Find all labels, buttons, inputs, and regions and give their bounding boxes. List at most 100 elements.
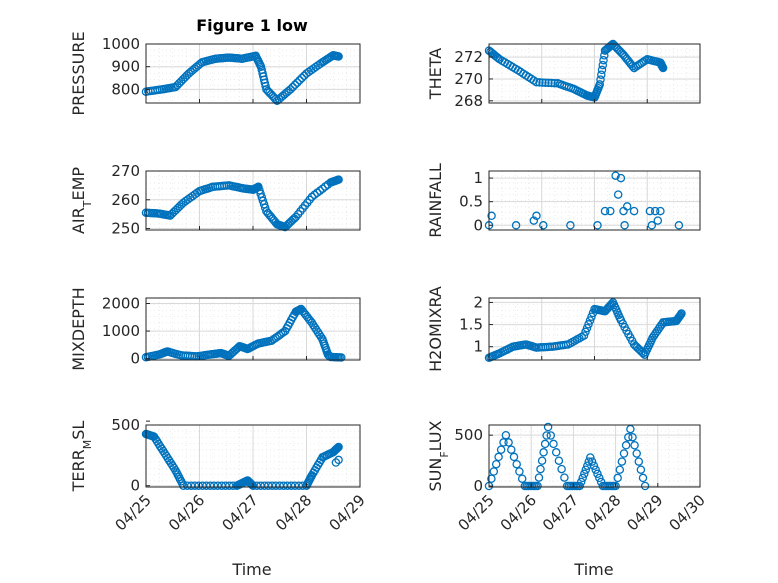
y-tick-label: 270: [111, 162, 140, 180]
series-markers: [484, 171, 684, 230]
data-point: [597, 65, 607, 75]
data-point: [493, 53, 503, 63]
y-axis-label: THETA: [426, 48, 445, 100]
x-tick-label: 04/29: [623, 491, 666, 534]
y-tick-label: 0: [130, 477, 140, 495]
data-point: [677, 309, 686, 318]
data-point: [261, 81, 270, 91]
x-tick-label: 04/29: [326, 491, 369, 534]
data-point: [619, 449, 629, 458]
y-tick-label: 1000: [102, 322, 140, 340]
data-point: [622, 202, 632, 211]
data-point: [532, 211, 541, 221]
data-point: [613, 190, 623, 199]
y-tick-label: 0.5: [459, 193, 483, 211]
axes-frame: [488, 424, 701, 488]
data-point: [540, 439, 550, 449]
data-point: [636, 465, 646, 474]
data-point: [597, 70, 606, 79]
data-point: [638, 473, 648, 483]
data-point: [617, 457, 627, 466]
data-point: [334, 175, 343, 184]
data-point: [532, 77, 541, 87]
xlabel-right: Time: [573, 560, 613, 579]
y-tick-label: 268: [454, 92, 483, 110]
data-point: [334, 442, 343, 452]
data-point: [534, 473, 544, 482]
data-point: [624, 432, 633, 442]
x-tick-label: 04/27: [539, 491, 582, 534]
y-tick-label: 900: [111, 58, 140, 76]
data-point: [645, 206, 655, 216]
data-point: [551, 448, 561, 457]
data-point: [509, 452, 519, 462]
y-tick-label: 272: [454, 48, 483, 66]
data-point: [621, 441, 631, 450]
y-axis-label: SUNFLUX: [426, 420, 451, 491]
data-point: [504, 438, 513, 447]
data-point: [536, 464, 545, 474]
data-point: [547, 78, 556, 88]
data-point: [595, 80, 605, 89]
data-point: [575, 481, 584, 491]
data-point: [658, 63, 668, 73]
data-point: [489, 467, 499, 476]
subplot-6: 0 500 04/25 04/26 04/27 04/28 04/29 TERRMSL: [69, 416, 369, 534]
y-tick-label: 0: [130, 350, 140, 368]
data-point: [318, 184, 327, 193]
data-point: [596, 75, 605, 84]
data-point: [632, 449, 641, 458]
data-point: [337, 353, 346, 362]
y-axis-label: RAINFALL: [426, 163, 445, 238]
data-point: [537, 456, 547, 465]
y-tick-label: 270: [454, 70, 483, 88]
data-point: [589, 461, 599, 470]
y-axis-label: H2OMIXRA: [426, 286, 445, 372]
data-point: [580, 469, 589, 479]
data-point: [295, 76, 304, 85]
data-point: [507, 445, 516, 454]
data-point: [593, 221, 602, 230]
data-point: [640, 481, 650, 491]
y-tick-label: 500: [111, 416, 140, 434]
data-point: [543, 422, 553, 432]
subplot-2: 250 260 270 AIRTEMP: [69, 162, 361, 238]
data-point: [501, 430, 511, 440]
data-point: [620, 221, 629, 230]
data-point: [598, 60, 608, 70]
data-point: [650, 206, 660, 216]
data-point: [599, 55, 608, 65]
data-point: [491, 459, 501, 469]
data-point: [550, 78, 559, 88]
data-point: [511, 221, 521, 230]
data-point: [515, 467, 524, 476]
data-point: [585, 316, 595, 325]
data-point: [616, 173, 626, 183]
subplot-3: 0 0.5 1 RAINFALL: [426, 163, 701, 238]
y-tick-label: 250: [111, 220, 140, 238]
data-point: [629, 206, 639, 216]
data-point: [630, 441, 639, 450]
data-point: [541, 78, 550, 87]
data-point: [290, 80, 300, 90]
data-point: [538, 78, 547, 87]
y-tick-label: 1000: [102, 35, 140, 53]
data-point: [581, 327, 590, 337]
y-tick-label: 2000: [102, 295, 140, 313]
data-point: [517, 474, 527, 483]
data-point: [331, 458, 341, 467]
data-point: [316, 332, 326, 342]
data-point: [628, 432, 637, 442]
data-point: [593, 469, 602, 479]
data-point: [634, 457, 644, 466]
data-point: [606, 41, 615, 51]
x-tick-label: 04/27: [219, 491, 262, 534]
data-point: [494, 452, 503, 462]
y-axis-label: AIRTEMP: [69, 167, 94, 234]
data-point: [487, 474, 496, 483]
data-point: [539, 448, 548, 457]
data-point: [613, 473, 622, 483]
y-axis-label: MIXDEPTH: [69, 287, 88, 370]
data-point: [584, 457, 594, 466]
data-point: [549, 439, 558, 449]
